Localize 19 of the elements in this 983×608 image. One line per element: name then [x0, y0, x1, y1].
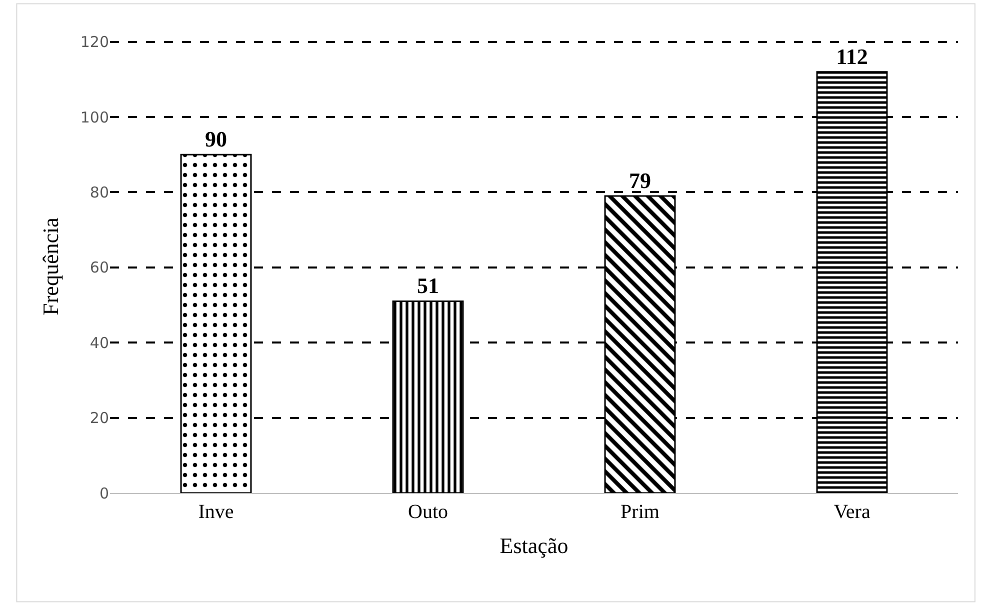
- x-tick-label: Prim: [620, 501, 660, 523]
- y-tick-label: 20: [90, 409, 109, 428]
- y-axis-title: Frequência: [38, 217, 64, 316]
- x-tick-label: Inve: [198, 501, 234, 523]
- bar: [392, 300, 464, 493]
- y-tick-label: 0: [99, 484, 109, 502]
- y-tick-label: 80: [90, 183, 109, 202]
- y-tick-label: 40: [90, 334, 109, 352]
- y-tick-label: 60: [90, 258, 109, 277]
- data-label: 79: [629, 168, 651, 193]
- bar: [180, 154, 252, 493]
- y-tick-label: 120: [80, 33, 109, 52]
- y-tick-label: 100: [80, 108, 109, 126]
- x-axis-title: Estação: [500, 532, 568, 558]
- data-label: 112: [836, 44, 868, 69]
- x-tick-label: Vera: [834, 501, 870, 523]
- x-tick-label: Outo: [408, 501, 448, 523]
- data-label: 90: [205, 126, 227, 152]
- data-label: 51: [417, 273, 439, 298]
